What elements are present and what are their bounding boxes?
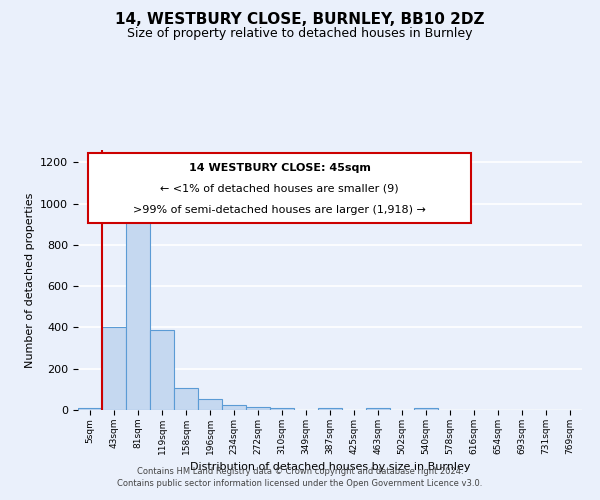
- Bar: [102, 328, 126, 410]
- Text: Contains HM Land Registry data © Crown copyright and database right 2024.: Contains HM Land Registry data © Crown c…: [137, 467, 463, 476]
- Bar: [126, 214, 150, 410]
- Y-axis label: Number of detached properties: Number of detached properties: [25, 192, 35, 368]
- Text: >99% of semi-detached houses are larger (1,918) →: >99% of semi-detached houses are larger …: [133, 204, 426, 214]
- Text: Size of property relative to detached houses in Burnley: Size of property relative to detached ho…: [127, 28, 473, 40]
- Bar: [366, 408, 390, 410]
- Bar: [78, 408, 102, 410]
- Text: ← <1% of detached houses are smaller (9): ← <1% of detached houses are smaller (9): [160, 184, 399, 194]
- Bar: [246, 407, 270, 410]
- FancyBboxPatch shape: [88, 152, 471, 223]
- Bar: [414, 408, 438, 410]
- Text: 14 WESTBURY CLOSE: 45sqm: 14 WESTBURY CLOSE: 45sqm: [188, 163, 371, 173]
- Bar: [270, 408, 294, 410]
- Bar: [198, 398, 222, 410]
- Bar: [318, 408, 342, 410]
- Text: 14, WESTBURY CLOSE, BURNLEY, BB10 2DZ: 14, WESTBURY CLOSE, BURNLEY, BB10 2DZ: [115, 12, 485, 28]
- Bar: [174, 388, 198, 410]
- Bar: [150, 330, 174, 410]
- Text: Contains public sector information licensed under the Open Government Licence v3: Contains public sector information licen…: [118, 478, 482, 488]
- X-axis label: Distribution of detached houses by size in Burnley: Distribution of detached houses by size …: [190, 462, 470, 472]
- Bar: [222, 406, 246, 410]
